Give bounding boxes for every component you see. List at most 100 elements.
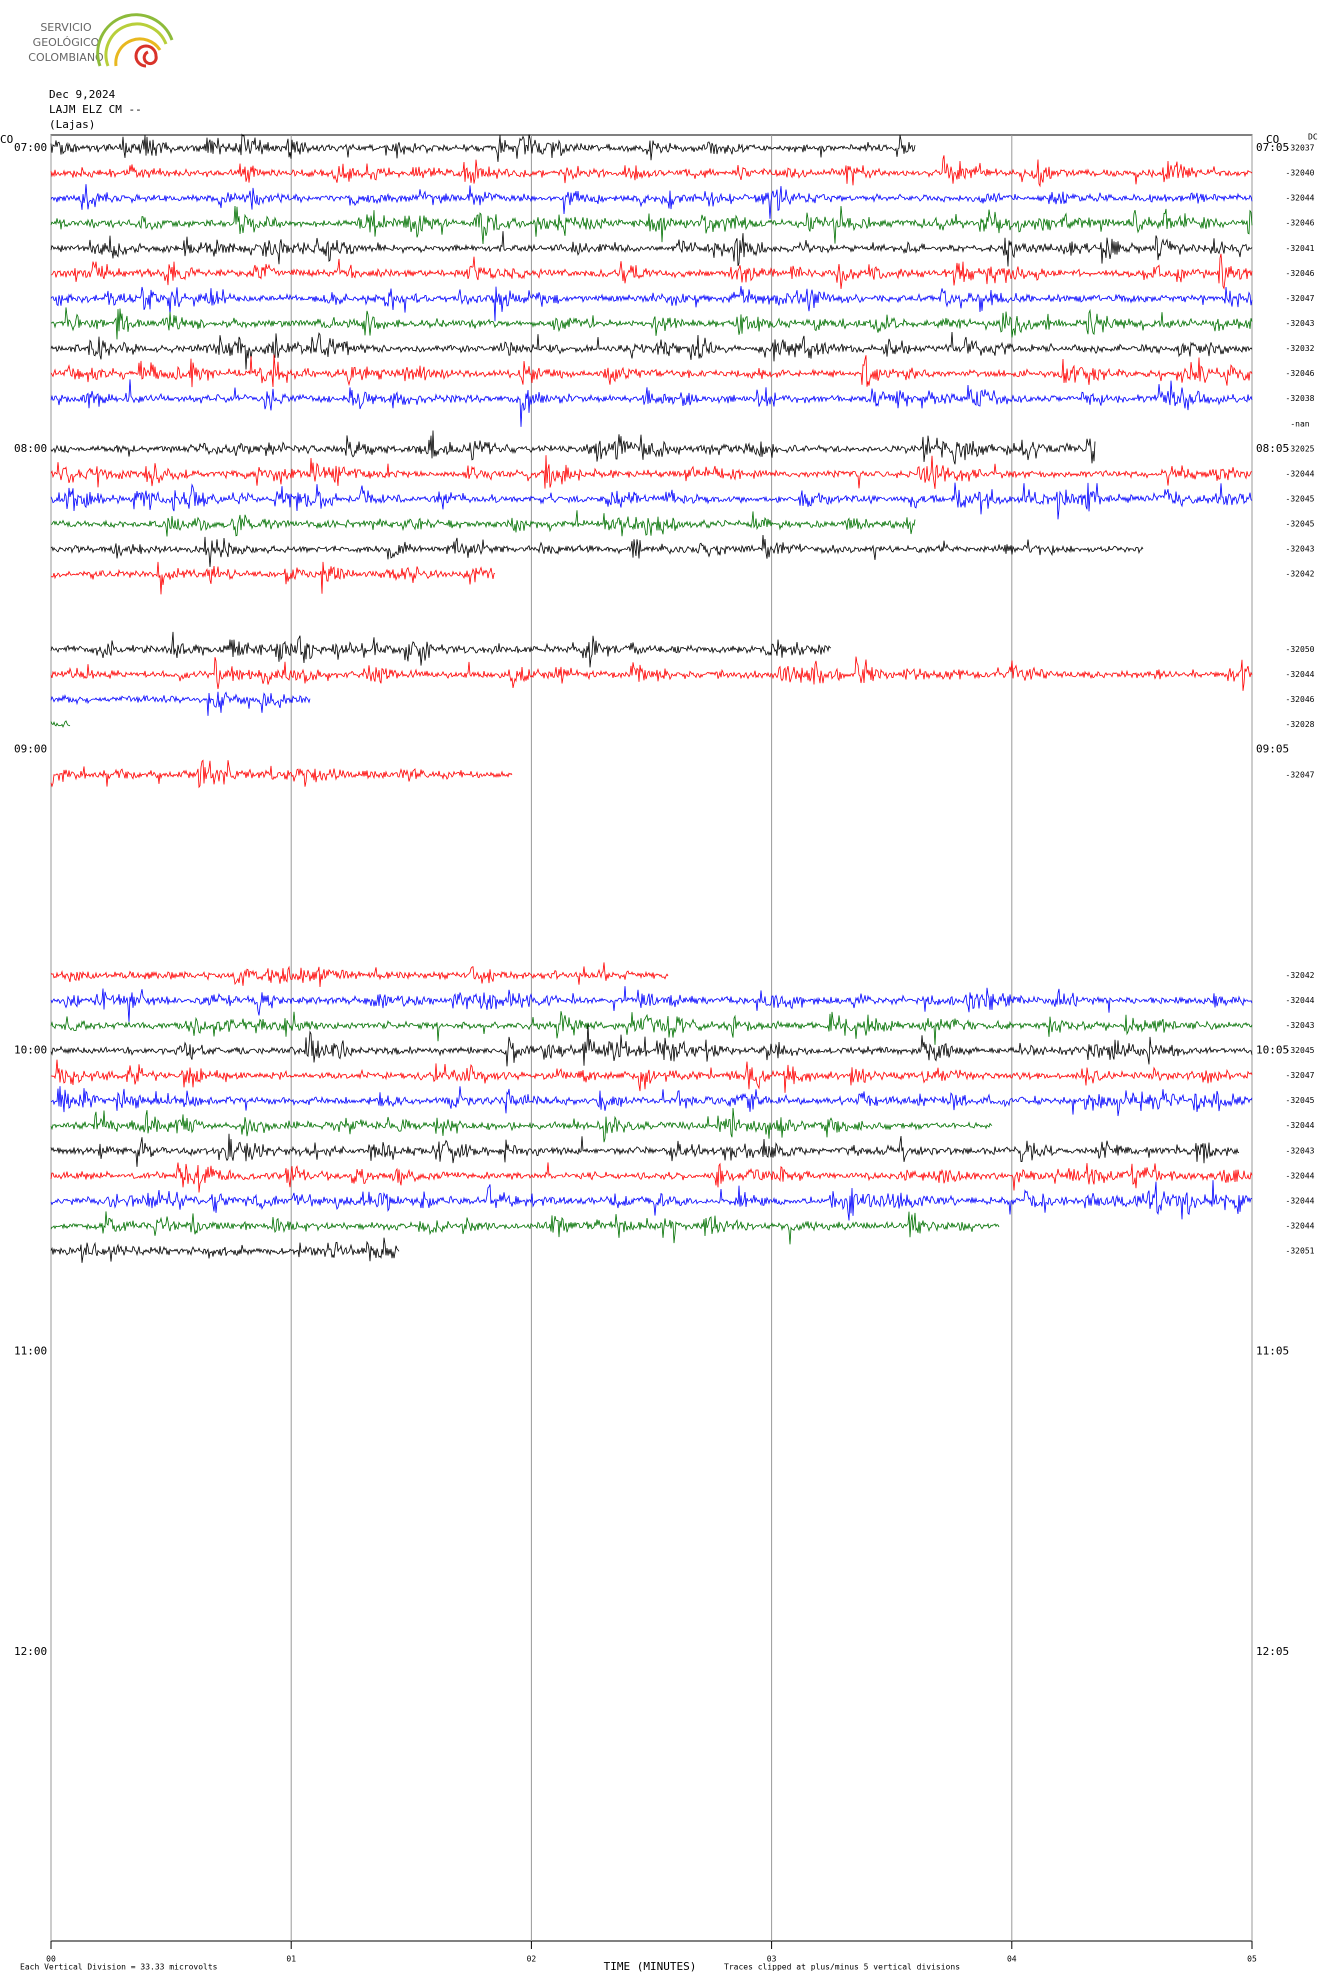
dc-label: -32046 <box>1286 269 1315 278</box>
logo-arc <box>104 22 168 67</box>
hour-label: 09:05 <box>1256 743 1289 756</box>
trace <box>50 455 1253 489</box>
hour-label: 09:00 <box>14 743 47 756</box>
x-tick-label: 05 <box>1247 1955 1257 1964</box>
trace <box>50 1133 1240 1167</box>
dc-label: -32044 <box>1286 1171 1315 1180</box>
x-tick-label: 04 <box>1007 1955 1017 1964</box>
trace <box>50 331 1253 370</box>
station: LAJM ELZ CM -- <box>49 103 142 116</box>
trace <box>50 307 1253 340</box>
trace <box>50 253 1253 290</box>
dc-label: -32045 <box>1286 1096 1315 1105</box>
dc-label: -32045 <box>1286 1046 1315 1055</box>
trace <box>50 720 71 728</box>
date: Dec 9,2024 <box>49 88 116 101</box>
trace <box>50 691 311 716</box>
dc-label: -32045 <box>1286 520 1315 529</box>
dc-label: -32037 <box>1286 144 1315 153</box>
trace <box>50 133 916 162</box>
trace <box>50 1086 1253 1117</box>
logo: SERVICIO GEOLÓGICO COLOMBIANO <box>28 13 174 68</box>
trace <box>50 759 513 789</box>
hour-label: 10:00 <box>14 1044 47 1057</box>
hour-label: 07:00 <box>14 141 47 154</box>
hour-label: 08:00 <box>14 442 47 455</box>
dc-label: -32043 <box>1286 319 1315 328</box>
dc-label: -32038 <box>1286 394 1315 403</box>
x-axis-label: TIME (MINUTES) <box>604 1960 697 1973</box>
clip-note: Traces clipped at plus/minus 5 vertical … <box>724 1963 960 1972</box>
trace <box>50 430 1096 465</box>
hour-label: 12:05 <box>1256 1645 1289 1658</box>
dc-label: -32044 <box>1286 1222 1315 1231</box>
dc-label: -32032 <box>1286 344 1315 353</box>
trace <box>50 510 916 537</box>
trace <box>50 561 496 595</box>
trace <box>50 962 669 988</box>
dc-label: -32046 <box>1286 695 1315 704</box>
trace <box>50 656 1253 691</box>
dc-label: -32043 <box>1286 545 1315 554</box>
trace <box>50 205 1253 245</box>
trace <box>50 354 1253 388</box>
trace <box>50 184 1253 219</box>
dc-label: -nan <box>1290 419 1309 428</box>
trace <box>50 534 1144 568</box>
trace <box>50 155 1253 188</box>
dc-label: -32044 <box>1286 670 1315 679</box>
x-tick-label: 02 <box>527 1955 537 1964</box>
logo-text: GEOLÓGICO <box>33 36 100 49</box>
dc-label: -32046 <box>1286 219 1315 228</box>
hour-label: 12:00 <box>14 1645 47 1658</box>
hour-label: 11:05 <box>1256 1344 1289 1357</box>
trace <box>50 1211 1000 1245</box>
dc-label: -32042 <box>1286 971 1315 980</box>
dc-header: DC <box>1308 133 1318 142</box>
logo-arc <box>96 13 174 67</box>
hour-label: 11:00 <box>14 1344 47 1357</box>
trace <box>50 1180 1253 1221</box>
logo-arc <box>114 37 162 67</box>
plot-frame <box>50 134 1253 1942</box>
dc-label: -32044 <box>1286 194 1315 203</box>
dc-label: -32050 <box>1286 645 1315 654</box>
scale-note: Each Vertical Division = 33.33 microvolt… <box>20 1963 218 1972</box>
dc-label: -32051 <box>1286 1247 1315 1256</box>
hour-label: 07:05 <box>1256 141 1289 154</box>
x-tick-label: 01 <box>286 1955 296 1964</box>
trace <box>50 231 1253 267</box>
trace <box>50 1023 1253 1067</box>
dc-label: -32047 <box>1286 1071 1315 1080</box>
dc-label: -32044 <box>1286 1196 1315 1205</box>
trace <box>50 1059 1253 1093</box>
hour-label: 08:05 <box>1256 442 1289 455</box>
dc-label: -32043 <box>1286 1021 1315 1030</box>
dc-label: -32045 <box>1286 494 1315 503</box>
logo-spiral <box>134 44 158 68</box>
network: CO <box>1266 133 1279 146</box>
dc-label: -32040 <box>1286 169 1315 178</box>
dc-label: -32044 <box>1286 1121 1315 1130</box>
x-tick-label: 00 <box>46 1955 56 1964</box>
hour-label: 10:05 <box>1256 1044 1289 1057</box>
trace <box>50 1162 1253 1193</box>
trace <box>50 285 1253 322</box>
dc-label: -32025 <box>1286 444 1315 453</box>
dc-label: -32044 <box>1286 996 1315 1005</box>
dc-label: -32047 <box>1286 294 1315 303</box>
dc-label: -32043 <box>1286 1146 1315 1155</box>
dc-label: -32028 <box>1286 720 1315 729</box>
dc-label: -32047 <box>1286 770 1315 779</box>
logo-text: SERVICIO <box>40 21 92 34</box>
trace <box>50 986 1253 1022</box>
trace <box>50 631 832 668</box>
trace <box>50 482 1253 520</box>
place: (Lajas) <box>49 118 95 131</box>
trace <box>50 1237 400 1263</box>
trace <box>50 379 1253 427</box>
trace <box>50 1107 993 1143</box>
dc-label: -32041 <box>1286 244 1315 253</box>
